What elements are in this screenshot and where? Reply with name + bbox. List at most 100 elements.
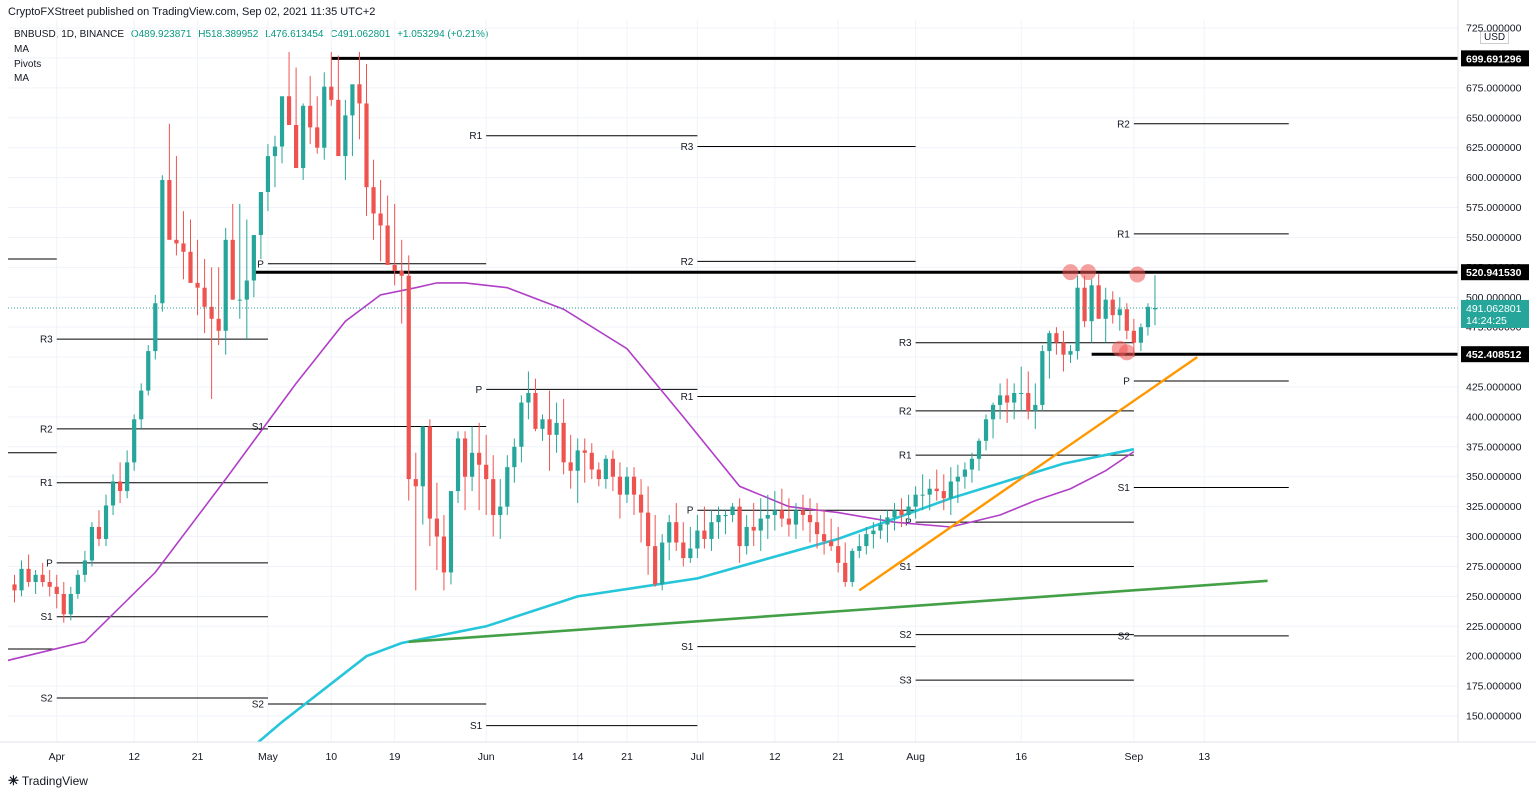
candle-body	[695, 530, 700, 549]
y-tick-label: 675.000000	[1466, 82, 1522, 94]
candle-body	[470, 452, 475, 477]
candle-body	[744, 526, 749, 547]
x-tick-label: Jul	[691, 751, 704, 763]
currency-label[interactable]: USD	[1480, 31, 1510, 44]
candle-body	[547, 419, 552, 435]
legend-pivots[interactable]: Pivots	[14, 59, 42, 70]
candle-body	[1103, 299, 1108, 319]
pivot-label: R1	[1117, 229, 1130, 240]
candle-body	[68, 593, 73, 615]
y-tick-label: 175.000000	[1466, 681, 1522, 693]
tradingview-logo-icon: ✳	[8, 773, 19, 788]
level-badge-label: 699.691296	[1466, 53, 1522, 65]
candle-body	[512, 446, 517, 468]
pivot-label: R2	[1117, 119, 1130, 130]
candle-body	[568, 462, 573, 471]
plot-area: P R1 R2 R3 S1 S2 P S1 S2 P R1 S1 P R1 R2 R3 S1 P R1 R2 R3 S1 S…	[8, 51, 1458, 742]
candle-body	[40, 574, 45, 583]
level-badge	[1461, 264, 1529, 281]
candle-body	[779, 510, 784, 519]
candle-body	[371, 187, 376, 214]
candle-body	[427, 426, 432, 519]
candle-body	[448, 491, 454, 573]
tradingview-logo[interactable]: ✳ TradingView	[8, 773, 88, 789]
candle-body	[223, 239, 228, 331]
candle-body	[1054, 333, 1059, 343]
x-tick-label: 21	[192, 751, 204, 763]
candle-body	[716, 515, 721, 523]
pivot-label: P	[1123, 377, 1130, 388]
candle-body	[1040, 351, 1045, 405]
pivot-label: R3	[40, 335, 53, 346]
candle-body	[505, 467, 510, 507]
legend-ma-1[interactable]: MA	[14, 44, 29, 55]
pivot-label: R1	[681, 392, 694, 403]
pivot-label: R3	[899, 338, 912, 349]
y-tick-label: 650.000000	[1466, 112, 1522, 124]
candle-body	[315, 127, 320, 148]
candle-body	[1096, 285, 1101, 319]
x-tick-label: 13	[1198, 751, 1210, 763]
y-tick-label: 625.000000	[1466, 142, 1522, 154]
y-tick-label: 350.000000	[1466, 471, 1522, 483]
candle-body	[434, 518, 439, 537]
candle-body	[265, 156, 271, 192]
pattern-marker	[1080, 264, 1097, 281]
pivot-label: S2	[1118, 631, 1131, 642]
pivot-label: S2	[41, 694, 54, 705]
candle-body	[976, 440, 982, 459]
candle-body	[807, 515, 813, 523]
symbol-name[interactable]: BNBUSD, 1D, BINANCE	[14, 29, 125, 40]
candle-body	[118, 481, 123, 492]
publisher-info: CryptoFXStreet published on TradingView.…	[8, 6, 376, 18]
pattern-marker	[1118, 344, 1135, 361]
candle-body	[610, 458, 615, 477]
candle-body	[638, 494, 644, 513]
x-tick-label: 10	[325, 751, 337, 763]
candle-body	[110, 481, 116, 506]
candle-body	[927, 488, 932, 495]
ohlc-high: H518.389952	[198, 29, 259, 40]
candle-body	[455, 438, 461, 492]
y-tick-label: 150.000000	[1466, 711, 1522, 723]
y-tick-label: 550.000000	[1466, 232, 1522, 244]
symbol-ohlc-row: BNBUSD, 1D, BINANCE O489.923871 H518.389…	[14, 29, 492, 40]
pivot-label: R2	[681, 257, 694, 268]
candle-body	[934, 488, 939, 492]
candle-body	[350, 84, 355, 116]
candle-body	[322, 86, 327, 148]
candle-body	[301, 105, 306, 169]
candle-body	[899, 510, 904, 516]
x-tick-label: May	[258, 751, 279, 763]
candle-body	[1152, 307, 1158, 310]
candle-body	[1033, 404, 1038, 411]
candle-body	[526, 392, 531, 403]
candle-body	[1117, 309, 1122, 316]
tradingview-brand: TradingView	[21, 774, 88, 788]
candle-body	[1012, 392, 1017, 403]
legend-ma-2[interactable]: MA	[14, 73, 29, 84]
y-tick-label: 250.000000	[1466, 591, 1522, 603]
pivot-label: S1	[252, 422, 265, 433]
candle-body	[1005, 395, 1010, 403]
candle-body	[892, 510, 897, 518]
candle-body	[561, 422, 566, 463]
candle-body	[603, 458, 608, 480]
y-tick-label: 600.000000	[1466, 172, 1522, 184]
last-price-label: 491.062801	[1466, 303, 1522, 315]
candle-body	[681, 542, 686, 559]
candle-body	[294, 124, 299, 169]
candle-body	[829, 541, 834, 547]
x-tick-label: 21	[621, 751, 633, 763]
pivot-label: S1	[470, 721, 483, 732]
candle-body	[1131, 330, 1136, 343]
candle-body	[441, 536, 447, 573]
candle-body	[61, 593, 66, 615]
x-tick-label: 12	[128, 751, 140, 763]
pivot-label: R1	[899, 451, 912, 462]
candle-body	[1138, 327, 1143, 343]
candle-body	[146, 351, 151, 391]
candle-body	[906, 506, 911, 516]
candle-body	[990, 404, 996, 420]
